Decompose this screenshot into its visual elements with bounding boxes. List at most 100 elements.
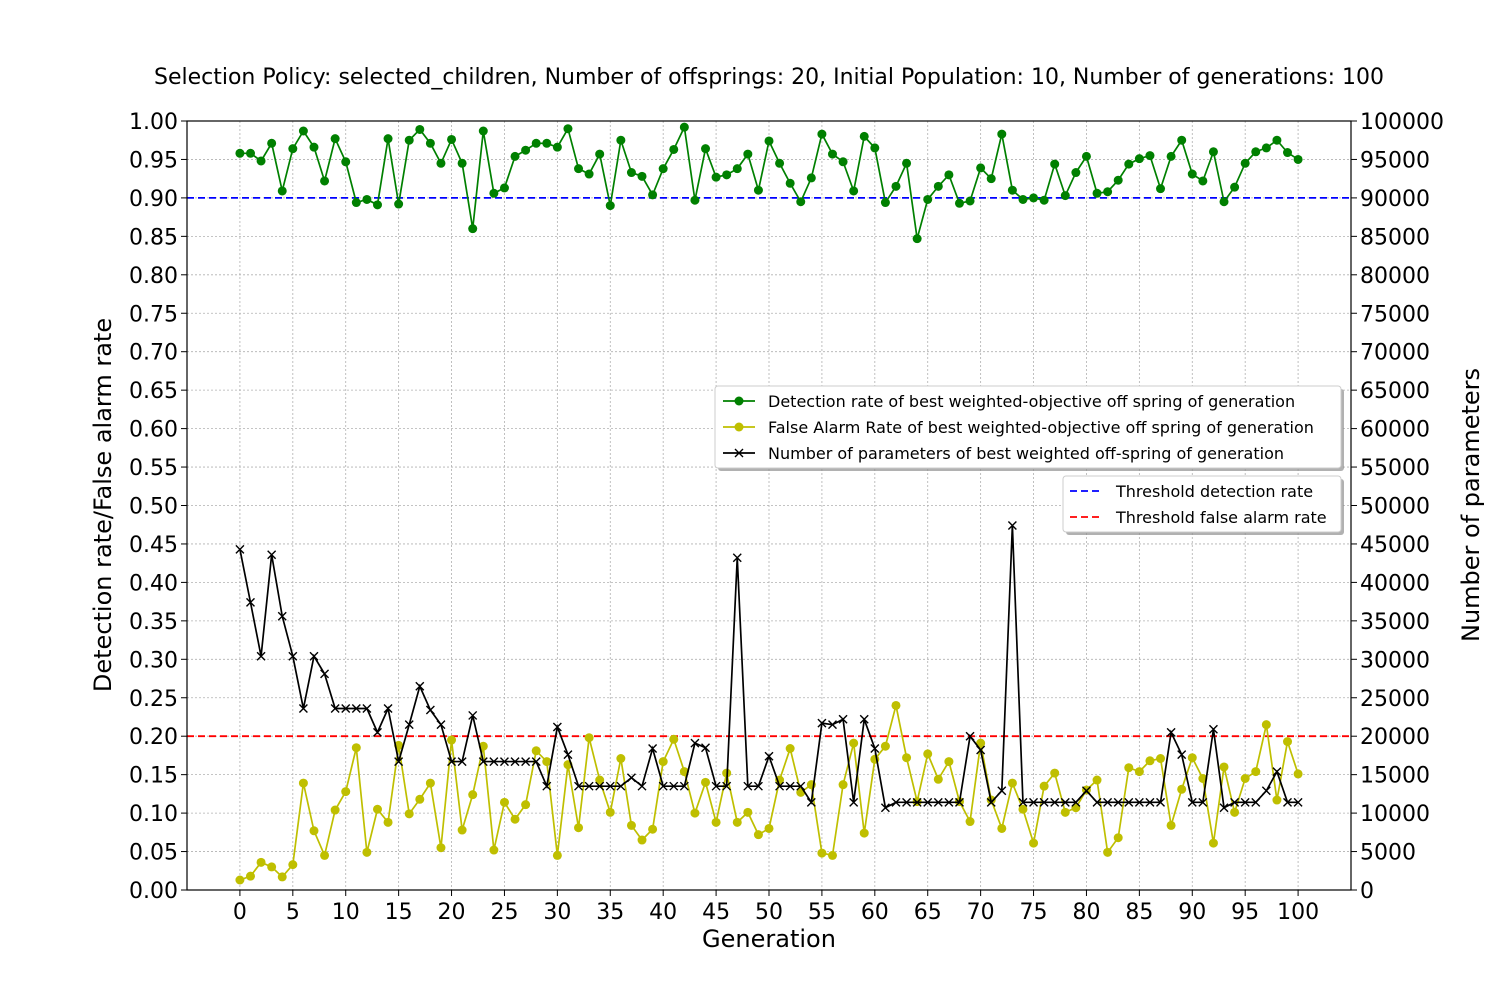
x-tick-label: 20 — [438, 900, 466, 925]
data-point — [1145, 797, 1155, 807]
x-tick-label: 80 — [1072, 900, 1100, 925]
data-point — [1272, 767, 1282, 777]
data-point — [827, 720, 837, 730]
data-point — [902, 797, 912, 807]
data-point — [235, 875, 245, 885]
data-point — [743, 781, 753, 791]
data-point — [245, 871, 255, 881]
y-right-tick-label: 80000 — [1360, 264, 1430, 289]
data-point — [912, 797, 922, 807]
data-point — [341, 787, 351, 797]
data-point — [669, 781, 679, 791]
data-point — [626, 168, 636, 178]
data-point — [732, 553, 742, 563]
data-point — [542, 138, 552, 148]
data-point — [1230, 807, 1240, 817]
data-point — [1251, 767, 1261, 777]
data-point — [669, 144, 679, 154]
x-tick-label: 45 — [702, 900, 730, 925]
data-point — [1283, 737, 1293, 747]
y-right-tick-label: 95000 — [1360, 148, 1430, 173]
data-point — [552, 142, 562, 152]
data-point — [1240, 773, 1250, 783]
data-point — [669, 734, 679, 744]
x-tick-label: 0 — [233, 900, 247, 925]
data-point — [616, 754, 626, 764]
data-point — [1039, 797, 1049, 807]
data-point — [330, 805, 340, 815]
data-point — [468, 224, 478, 234]
data-point — [711, 817, 721, 827]
y-right-tick-label: 10000 — [1360, 802, 1430, 827]
data-point — [870, 143, 880, 153]
data-point — [838, 157, 848, 167]
data-point — [468, 790, 478, 800]
data-point — [372, 727, 382, 737]
legend-marker — [734, 396, 744, 406]
legend-series: Detection rate of best weighted-objectiv… — [714, 385, 1344, 471]
data-point — [1039, 781, 1049, 791]
data-point — [827, 149, 837, 159]
data-point — [722, 170, 732, 180]
x-tick-label: 35 — [596, 900, 624, 925]
data-point — [933, 181, 943, 191]
legend-box — [1062, 475, 1342, 533]
data-point — [817, 848, 827, 858]
x-tick-label: 65 — [914, 900, 942, 925]
data-point — [648, 744, 658, 753]
data-point — [954, 198, 964, 208]
data-point — [288, 860, 298, 870]
data-point — [605, 201, 615, 211]
data-point — [330, 134, 340, 144]
data-point — [1092, 775, 1102, 785]
data-point — [764, 823, 774, 833]
data-point — [859, 714, 869, 724]
data-point — [436, 158, 446, 168]
data-point — [1124, 159, 1134, 169]
data-point — [277, 611, 287, 621]
chart-title: Selection Policy: selected_children, Num… — [154, 65, 1384, 90]
y-right-tick-label: 55000 — [1360, 456, 1430, 481]
data-point — [595, 775, 605, 785]
data-point — [499, 183, 509, 193]
data-point — [256, 857, 266, 867]
data-point — [1283, 148, 1293, 158]
data-point — [256, 156, 266, 166]
data-point — [320, 669, 330, 679]
data-point — [732, 817, 742, 827]
data-point — [584, 169, 594, 179]
x-tick-label: 30 — [543, 900, 571, 925]
data-point — [658, 164, 668, 174]
data-point — [298, 704, 308, 714]
data-point — [1156, 754, 1166, 764]
data-point — [1187, 797, 1197, 807]
data-point — [256, 651, 266, 661]
data-point — [1156, 797, 1166, 807]
y-axis-right-label: Number of parameters — [1457, 368, 1485, 642]
data-point — [489, 845, 499, 855]
data-point — [531, 746, 541, 756]
data-point — [499, 757, 509, 767]
y-right-tick-label: 70000 — [1360, 341, 1430, 366]
y-right-tick-label: 60000 — [1360, 418, 1430, 443]
x-tick-label: 5 — [286, 900, 300, 925]
data-point — [1177, 784, 1187, 794]
data-point — [997, 823, 1007, 833]
data-point — [1060, 797, 1070, 807]
data-point — [1177, 135, 1187, 145]
data-point — [1261, 720, 1271, 730]
y-left-tick-label: 0.25 — [129, 687, 178, 712]
data-point — [690, 195, 700, 205]
y-left-tick-label: 0.35 — [129, 610, 178, 635]
data-point — [404, 809, 414, 819]
data-point — [1187, 753, 1197, 763]
data-point — [436, 720, 446, 730]
data-point — [817, 718, 827, 728]
data-point — [510, 151, 520, 161]
y-axis-left-label: Detection rate/False alarm rate — [89, 318, 117, 692]
data-point — [1018, 797, 1028, 807]
data-point — [743, 807, 753, 817]
series-1 — [235, 700, 1303, 885]
x-tick-label: 75 — [1020, 900, 1048, 925]
